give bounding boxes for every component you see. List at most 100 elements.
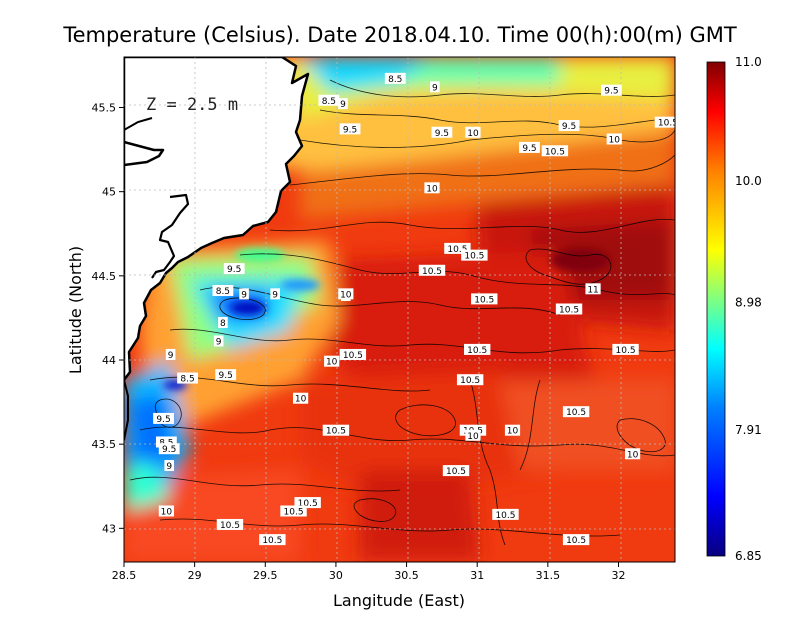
contour-label-bg [558,120,580,132]
contour-label-text: 8.5 [388,75,402,85]
x-tick-label: 31.5 [536,569,561,582]
contour-label-text: 10.5 [495,511,515,521]
contour-label: 10 [504,424,521,437]
contour-label: 10.5 [418,264,446,277]
heatmap-field: 8.5 9 9.5 8.5 9 10.5 9.5 9.5 10 9.5 9.5 10.5 10 10 10.… [124,57,678,562]
contour-label: 10.5 [339,348,367,361]
contour-label-bg [464,343,491,355]
contour-label-bg [155,436,177,448]
contour-label: 9 [239,288,249,300]
contour-label-text: 11 [587,285,598,295]
contour-label: 10 [625,448,641,460]
x-tick-label: 29 [188,569,202,582]
contour-label-bg [562,534,590,546]
contour-label-text: 10.5 [566,536,586,546]
x-tick-label: 28.5 [112,569,137,582]
contour-label-text: 9 [340,100,346,110]
contour-label-text: 10.5 [474,295,494,305]
contour-label-text: 9.5 [219,371,233,381]
contour-label: 8.5 [384,72,406,85]
contour-label-text: 9 [241,290,247,300]
x-tick-label: 29.5 [253,569,278,582]
contour-label-text: 10.5 [284,508,304,518]
contour-label-text: 10 [161,508,173,518]
x-axis: 28.5 29 29.5 30 30.5 31 31.5 32 [112,562,625,582]
contour-label-text: 10 [609,135,621,145]
contour-label-bg [280,505,307,517]
contour-label-text: 10.5 [559,306,579,316]
contour-label: 10 [606,133,622,145]
land-mass [124,57,310,382]
contour-label-text: 10 [507,427,519,437]
contour-label: 10.5 [216,518,244,531]
contour-label-text: 10 [326,358,338,368]
contour-label: 10.5 [280,505,307,518]
colorbar-label: 10.0 [735,174,762,188]
contour-label-bg [431,126,453,138]
contour-label: 9 [213,335,224,347]
contour-label: 10.5 [612,343,639,356]
contour-label-bg [293,392,309,404]
contour-label-bg [562,406,590,418]
contour-label-text: 10.5 [220,521,240,531]
contour-label-text: 8.5 [322,97,336,107]
y-tick-label: 45 [102,186,116,199]
contour-label: 10.5 [456,374,484,386]
contour-label-bg [294,497,321,509]
contour-label-text: 9.5 [162,445,176,455]
contour-label-text: 10.5 [545,147,565,157]
chart-title: Temperature (Celsius). Date 2018.04.10. … [62,23,737,47]
y-axis: 43 43.5 44 44.5 45 45.5 [92,102,124,535]
x-tick-label: 31 [470,569,484,582]
contour-label-bg [585,283,601,295]
contour-label: 10.5 [322,424,350,437]
colorbar-label: 7.91 [735,423,762,437]
contour-label: 10.5 [471,293,498,305]
contour-label-bg [259,534,286,546]
contour-label: 10 [293,392,309,405]
contour-label-text: 10.5 [298,499,318,509]
contour-label-bg [158,443,180,455]
contour-label-bg [223,263,245,275]
contour-label: 10.5 [492,508,519,521]
colorbar [706,61,726,557]
contour-label-bg [338,98,348,110]
contour-label-bg [456,374,484,386]
contour-label-text: 10.5 [658,119,678,129]
contour-label: 10.5 [461,249,488,262]
contour-label-bg [442,465,470,477]
contour-label-text: 8 [220,319,226,329]
contour-label: 10 [158,505,174,518]
contour-label-bg [465,429,481,441]
contour-label-bg [465,126,481,138]
x-axis-title: Langitude (East) [333,591,465,610]
contour-label: 8.5 [177,372,198,385]
contour-label-bg [339,123,361,135]
contour-label: 9 [164,460,175,472]
contour-label-bg [430,81,440,93]
contour-label-text: 10.5 [464,252,484,262]
contour-label-text: 9.5 [156,415,170,425]
contour-label-bg [384,72,406,84]
contour-label-text: 9.5 [343,125,357,135]
contour-label-bg [322,424,350,436]
contour-label-bg [461,249,488,261]
contour-label-bg [519,141,540,153]
contour-label: 9.5 [339,123,361,135]
contour-label: 8.5 [318,94,340,107]
colorbar-label: 6.85 [735,549,762,563]
contour-label-text: 9.5 [435,129,449,139]
contour-label-bg [444,242,471,254]
contour-label: 10 [424,182,440,194]
contour-label-bg [239,288,249,300]
contour-label: 9.5 [601,84,622,97]
contour-label-text: 10.5 [566,408,586,418]
contour-label: 9.5 [431,126,453,139]
contour-label: 9 [338,98,348,110]
contour-label-bg [418,264,446,276]
contour-label-text: 10 [467,129,479,139]
contour-label-bg [164,460,175,472]
contour-label-bg [318,94,340,106]
y-tick-label: 44.5 [92,270,117,283]
contour-label: 10 [338,288,354,300]
